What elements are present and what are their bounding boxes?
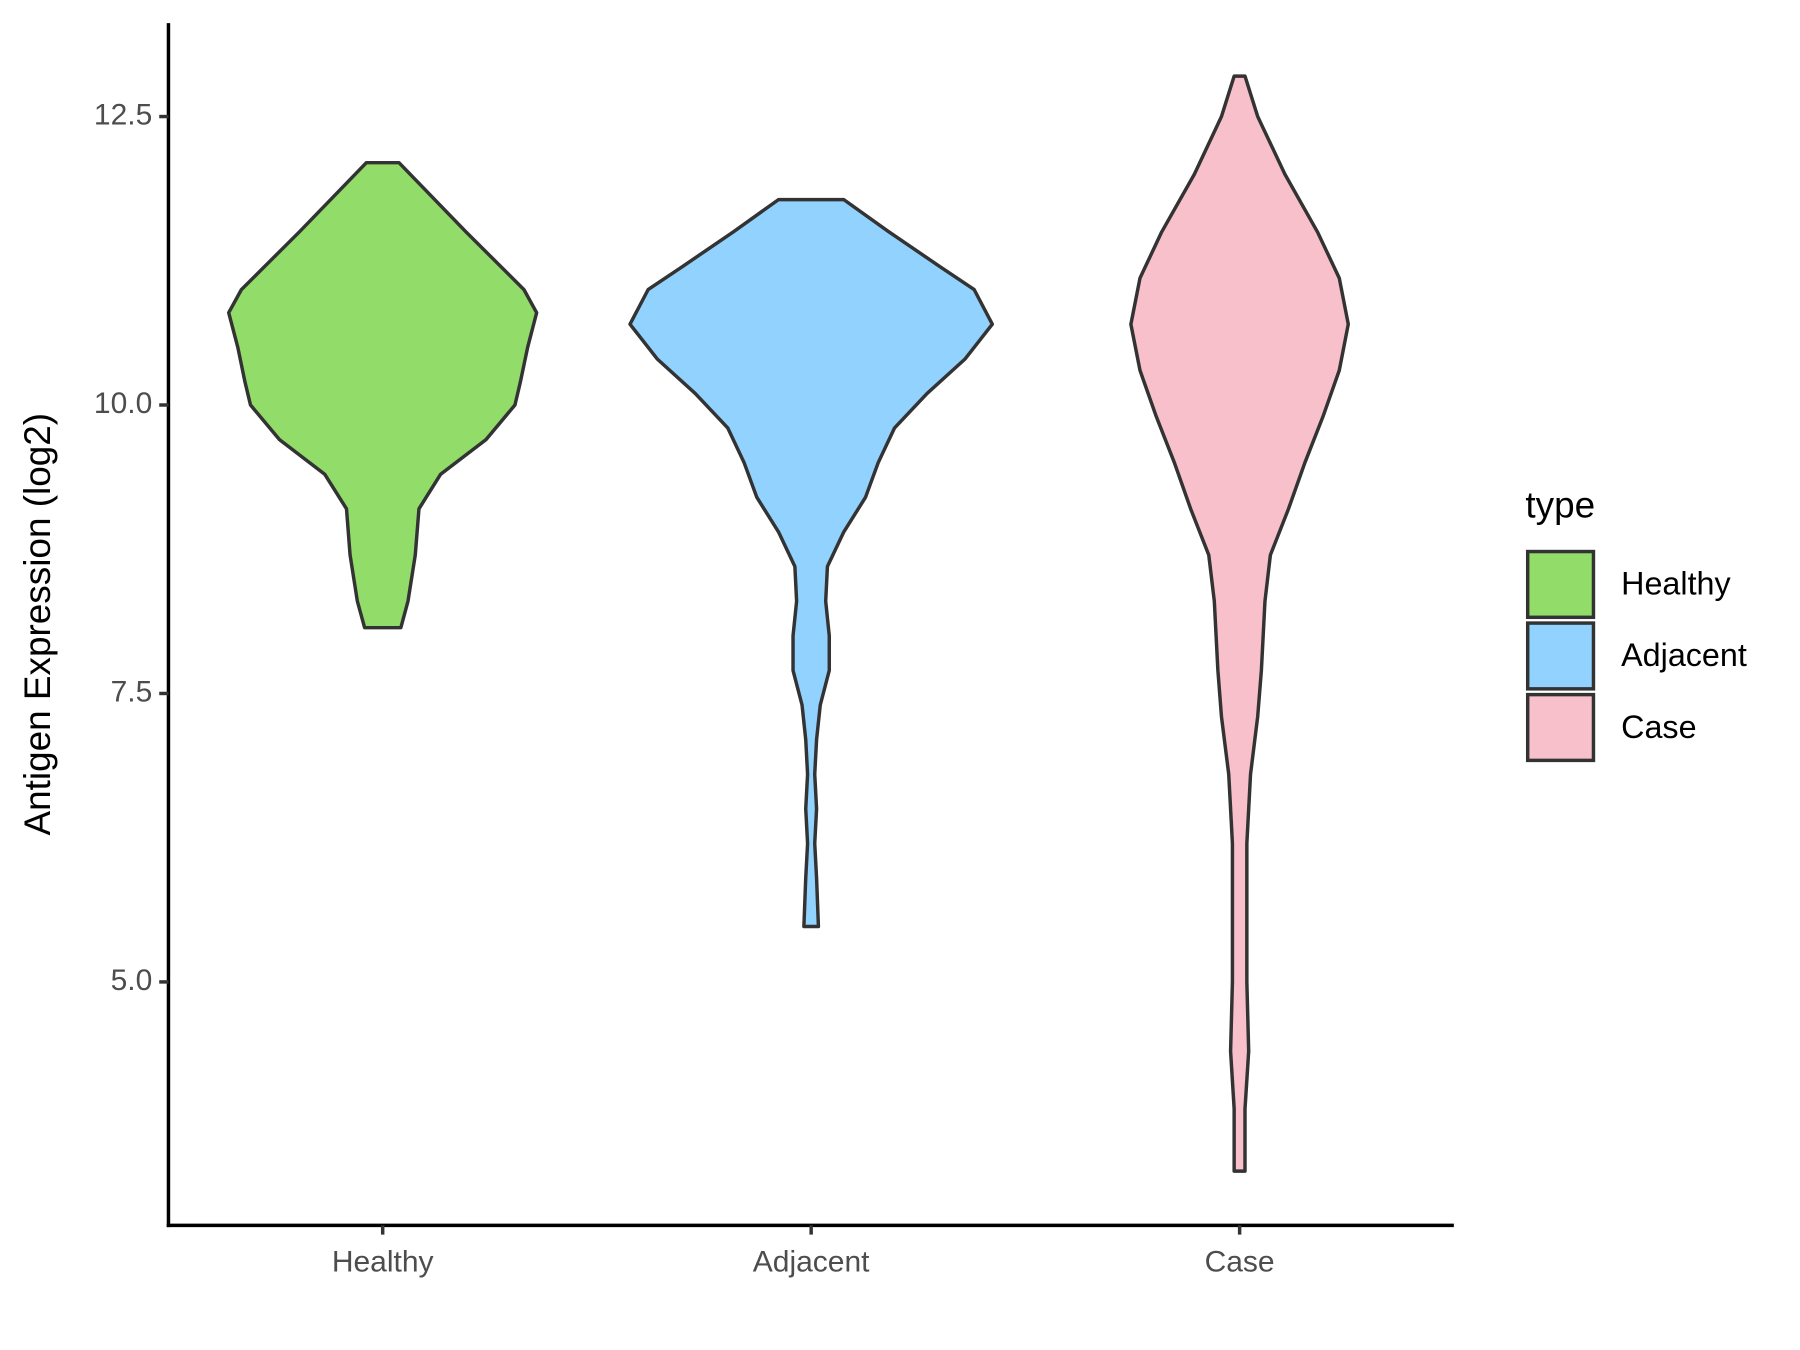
x-tick-label: Case	[1205, 1245, 1275, 1278]
legend-key	[1525, 692, 1596, 763]
violin	[1129, 74, 1350, 1173]
y-tick-label: 10.0	[94, 387, 152, 420]
y-tick-label: 5.0	[111, 964, 153, 997]
x-tick-label: Adjacent	[753, 1245, 870, 1278]
legend-key	[1525, 621, 1596, 691]
legend-label: Case	[1621, 709, 1696, 745]
y-tick-label: 7.5	[111, 675, 153, 708]
legend-label: Healthy	[1621, 566, 1731, 602]
legend-label: Adjacent	[1621, 637, 1747, 673]
y-axis-label: Antigen Expression (log2)	[17, 413, 58, 836]
legend-key	[1525, 549, 1596, 620]
violin	[628, 197, 995, 929]
x-tick-label: Healthy	[332, 1245, 434, 1278]
legend-title: type	[1525, 484, 1595, 525]
violin	[226, 160, 539, 630]
y-tick-label: 12.5	[94, 98, 152, 131]
